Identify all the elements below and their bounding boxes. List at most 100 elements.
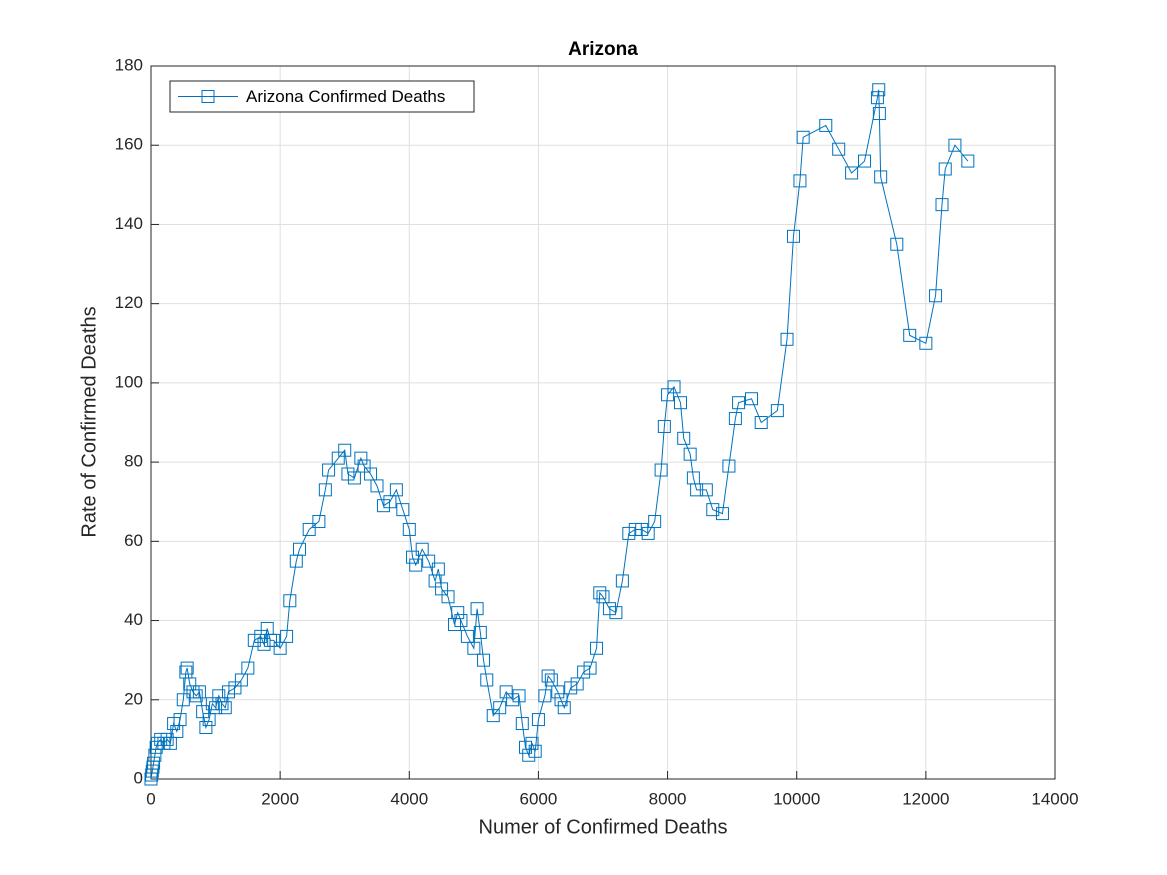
marker [673, 396, 687, 410]
axes-box [150, 65, 1056, 780]
marker [422, 554, 436, 568]
data-line [150, 89, 969, 780]
marker [929, 289, 943, 303]
marker [819, 118, 833, 132]
marker [935, 198, 949, 212]
y-tick-label: 60 [124, 531, 143, 550]
marker [318, 483, 332, 497]
x-tick-label: 8000 [649, 789, 687, 808]
marker [406, 550, 420, 564]
marker [218, 701, 232, 715]
marker [189, 689, 203, 703]
y-tick-label: 180 [115, 55, 143, 74]
marker [780, 332, 794, 346]
marker [793, 174, 807, 188]
x-tick-label: 2000 [261, 789, 299, 808]
x-tick-label: 4000 [390, 789, 428, 808]
marker [528, 744, 542, 758]
marker [715, 507, 729, 521]
marker [467, 641, 481, 655]
marker [796, 130, 810, 144]
marker [493, 701, 507, 715]
marker [667, 380, 681, 394]
marker [657, 419, 671, 433]
chart-title: Arizona [568, 39, 638, 60]
marker [302, 522, 316, 536]
legend-label: Arizona Confirmed Deaths [246, 87, 445, 106]
marker [293, 542, 307, 556]
marker [732, 396, 746, 410]
marker [147, 756, 161, 770]
marker [609, 606, 623, 620]
marker [557, 701, 571, 715]
marker [180, 661, 194, 675]
marker [845, 166, 859, 180]
y-axis-label: Rate of Confirmed Deaths [78, 306, 100, 537]
marker [241, 661, 255, 675]
marker [283, 594, 297, 608]
marker [872, 83, 886, 97]
x-tick-label: 10000 [773, 789, 820, 808]
marker [480, 673, 494, 687]
marker [593, 586, 607, 600]
marker [160, 732, 174, 746]
marker [870, 91, 884, 105]
marker [745, 392, 759, 406]
x-tick-label: 6000 [520, 789, 558, 808]
marker [370, 479, 384, 493]
x-axis-label: Numer of Confirmed Deaths [479, 816, 728, 838]
marker [454, 614, 468, 628]
marker [338, 443, 352, 457]
marker [176, 693, 190, 707]
marker [538, 689, 552, 703]
marker [149, 740, 163, 754]
marker [786, 229, 800, 243]
y-tick-label: 40 [124, 610, 143, 629]
marker [396, 503, 410, 517]
marker [441, 590, 455, 604]
marker [874, 170, 888, 184]
marker [470, 602, 484, 616]
marker [402, 522, 416, 536]
marker [199, 721, 213, 735]
marker [531, 713, 545, 727]
marker [431, 562, 445, 576]
marker [280, 629, 294, 643]
marker [201, 90, 215, 103]
y-tick-label: 160 [115, 135, 143, 154]
marker [312, 515, 326, 529]
x-tick-label: 14000 [1031, 789, 1078, 808]
marker [541, 669, 555, 683]
marker [903, 328, 917, 342]
y-tick-label: 140 [115, 214, 143, 233]
marker [683, 447, 697, 461]
marker [706, 503, 720, 517]
marker [554, 693, 568, 707]
marker [409, 558, 423, 572]
marker [173, 713, 187, 727]
marker [354, 451, 368, 465]
marker [654, 463, 668, 477]
marker [322, 463, 336, 477]
y-tick-label: 0 [134, 768, 143, 787]
marker [872, 107, 886, 121]
marker [722, 459, 736, 473]
marker [615, 574, 629, 588]
y-tick-label: 20 [124, 689, 143, 708]
x-tick-label: 0 [146, 789, 155, 808]
y-tick-label: 120 [115, 293, 143, 312]
marker [728, 412, 742, 426]
y-tick-label: 100 [115, 372, 143, 391]
x-tick-label: 12000 [902, 789, 949, 808]
marker [473, 625, 487, 639]
marker [938, 162, 952, 176]
y-tick-label: 80 [124, 452, 143, 471]
marker [515, 717, 529, 731]
marker [347, 471, 361, 485]
marker [919, 336, 933, 350]
marker [690, 483, 704, 497]
marker [477, 653, 491, 667]
marker [948, 138, 962, 152]
